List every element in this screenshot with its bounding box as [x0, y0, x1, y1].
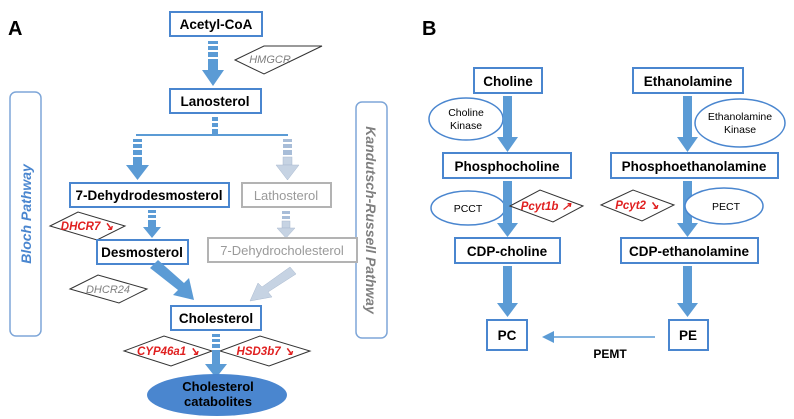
- arrow-cdp-ethanolamine-to-pe: [677, 266, 698, 317]
- node-phosphoethanolamine-label: Phosphoethanolamine: [622, 159, 767, 174]
- arrow-choline-to-phosphocholine: [497, 96, 518, 152]
- node-7-dehydrodesmosterol-label: 7-Dehydrodesmosterol: [75, 188, 222, 203]
- node-acetyl-coa-label: Acetyl-CoA: [180, 17, 253, 32]
- enzyme-hmgcr-label: HMGCR: [249, 54, 291, 66]
- choline-kinase-line1: Choline: [448, 107, 484, 119]
- arrow-ethanolamine-to-phosphoethanolamine: [677, 96, 698, 152]
- node-cdp-ethanolamine-label: CDP-ethanolamine: [629, 244, 750, 259]
- enzyme-hsd3b7-label: HSD3b7 ↘: [237, 346, 294, 358]
- node-cdp-choline-label: CDP-choline: [467, 244, 548, 259]
- node-desmosterol: Desmosterol: [96, 239, 189, 265]
- node-desmosterol-label: Desmosterol: [101, 245, 183, 260]
- node-cdp-choline: CDP-choline: [454, 237, 561, 264]
- node-pc: PC: [486, 319, 528, 351]
- node-phosphoethanolamine: Phosphoethanolamine: [610, 152, 779, 179]
- node-phosphocholine-label: Phosphocholine: [454, 159, 559, 174]
- enzyme-pcct: PCCT: [430, 190, 506, 226]
- arrow-dehydrocholesterol-to-cholesterol: [249, 266, 297, 302]
- enzyme-cyp46a1: CYP46a1 ↘: [122, 335, 214, 367]
- enzyme-hmgcr: HMGCR: [233, 45, 323, 75]
- enzyme-dhcr24-label: DHCR24: [86, 284, 130, 296]
- enzyme-pcct-label: PCCT: [454, 203, 483, 215]
- enzyme-pect: PECT: [684, 187, 764, 225]
- node-ethanolamine-label: Ethanolamine: [644, 74, 733, 89]
- arrow-acetyl-to-lanosterol: [202, 41, 224, 86]
- node-phosphocholine: Phosphocholine: [442, 152, 572, 179]
- enzyme-pcyt2: Pcyt2 ↘: [599, 189, 676, 222]
- ethanolamine-kinase-line2: Kinase: [724, 124, 756, 136]
- choline-kinase-line2: Kinase: [450, 120, 482, 132]
- enzyme-pcyt1b-label: Pcyt1b ↗: [521, 201, 572, 213]
- panel-a-label: A: [8, 18, 22, 40]
- node-lathosterol: Lathosterol: [241, 182, 332, 208]
- arrow-cdp-choline-to-pc: [497, 266, 518, 317]
- enzyme-pcyt1b: Pcyt1b ↗: [508, 189, 585, 223]
- arrow-pe-to-pc-pemt: PEMT: [542, 331, 655, 361]
- node-cholesterol: Cholesterol: [170, 305, 262, 331]
- node-pe: PE: [668, 319, 709, 351]
- ethanolamine-kinase-line1: Ethanolamine: [708, 111, 772, 123]
- node-7-dehydrocholesterol-label: 7-Dehydrocholesterol: [220, 243, 344, 258]
- node-choline-label: Choline: [483, 74, 533, 89]
- node-pe-label: PE: [679, 328, 697, 343]
- node-7-dehydrocholesterol: 7-Dehydrocholesterol: [207, 237, 358, 263]
- node-cdp-ethanolamine: CDP-ethanolamine: [620, 237, 759, 264]
- node-acetyl-coa: Acetyl-CoA: [169, 11, 263, 37]
- node-lanosterol: Lanosterol: [169, 88, 262, 114]
- enzyme-pemt-label: PEMT: [593, 347, 627, 361]
- node-choline: Choline: [473, 67, 543, 94]
- node-cholesterol-label: Cholesterol: [179, 311, 253, 326]
- node-pc-label: PC: [498, 328, 517, 343]
- arrow-cholesterol-to-catabolites: [205, 334, 227, 378]
- arrow-phosphocholine-to-cdp-choline: [497, 181, 518, 237]
- enzyme-hsd3b7: HSD3b7 ↘: [218, 335, 312, 367]
- node-ethanolamine: Ethanolamine: [632, 67, 744, 94]
- enzyme-choline-kinase: Choline Kinase: [428, 97, 504, 141]
- enzyme-dhcr7-label: DHCR7 ↘: [61, 221, 114, 233]
- bloch-pathway-label: Bloch Pathway: [18, 163, 34, 264]
- enzyme-ethanolamine-kinase: Ethanolamine Kinase: [694, 98, 786, 148]
- enzyme-pcyt2-label: Pcyt2 ↘: [615, 200, 659, 212]
- enzyme-dhcr7: DHCR7 ↘: [48, 211, 127, 241]
- arrow-lanosterol-split: [126, 117, 300, 181]
- panel-b-label: B: [422, 18, 436, 40]
- node-catabolites-line1: Cholesterol: [182, 379, 254, 394]
- node-lathosterol-label: Lathosterol: [254, 188, 318, 203]
- enzyme-cyp46a1-label: CYP46a1 ↘: [137, 346, 199, 358]
- node-cholesterol-catabolites: Cholesterol catabolites: [147, 374, 287, 416]
- enzyme-dhcr24: DHCR24: [68, 274, 149, 304]
- node-lanosterol-label: Lanosterol: [180, 94, 249, 109]
- bloch-pathway-label-box: Bloch Pathway: [9, 91, 42, 337]
- node-7-dehydrodesmosterol: 7-Dehydrodesmosterol: [69, 182, 230, 208]
- arrow-desmosterol-to-cholesterol: [150, 260, 194, 300]
- kandutsch-pathway-label: Kandutsch-Russell Pathway: [363, 126, 379, 315]
- node-catabolites-line2: catabolites: [184, 394, 252, 409]
- enzyme-pect-label: PECT: [712, 201, 741, 213]
- arrow-lathosterol-to-dehydrocholesterol: [276, 211, 296, 239]
- arrow-dehydrodesmosterol-to-desmosterol: [143, 210, 161, 238]
- kandutsch-pathway-label-box: Kandutsch-Russell Pathway: [355, 101, 388, 339]
